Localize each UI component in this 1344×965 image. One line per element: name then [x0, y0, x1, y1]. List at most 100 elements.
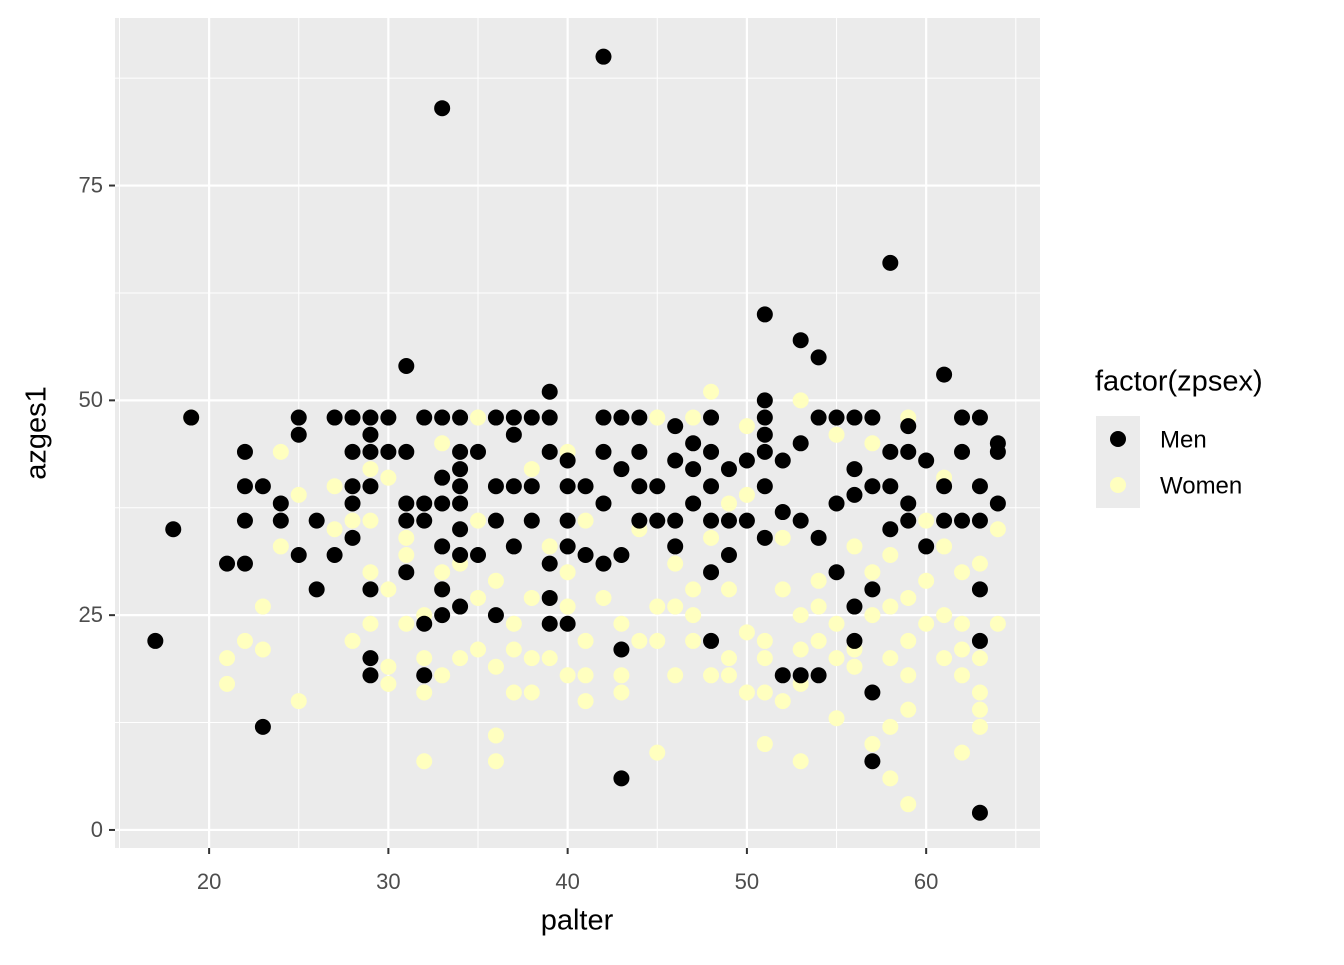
point [362, 564, 379, 581]
point [828, 564, 845, 581]
point [971, 684, 988, 701]
point [595, 495, 612, 512]
legend-marker [1110, 477, 1126, 493]
point [290, 409, 307, 426]
point [219, 675, 236, 692]
point [541, 409, 558, 426]
point [236, 478, 253, 495]
point [362, 512, 379, 529]
point [344, 443, 361, 460]
point [254, 598, 271, 615]
point [487, 572, 504, 589]
point [703, 383, 720, 400]
point [631, 409, 648, 426]
point [559, 512, 576, 529]
point [254, 641, 271, 658]
x-tick-label: 30 [376, 869, 400, 894]
point [577, 512, 594, 529]
axes: 20 30 40 50 60 0 25 50 75 [79, 172, 939, 893]
point [828, 710, 845, 727]
point [954, 512, 971, 529]
point [416, 615, 433, 632]
point [900, 418, 917, 435]
point [487, 658, 504, 675]
point [452, 521, 469, 538]
point [810, 632, 827, 649]
point [487, 512, 504, 529]
point [470, 443, 487, 460]
point [954, 744, 971, 761]
point [720, 581, 737, 598]
point [667, 512, 684, 529]
point [452, 409, 469, 426]
point [416, 667, 433, 684]
point [523, 684, 540, 701]
point [613, 461, 630, 478]
point [864, 581, 881, 598]
point [667, 418, 684, 435]
point [989, 615, 1006, 632]
point [326, 478, 343, 495]
y-tick-label: 50 [79, 387, 103, 412]
point [613, 547, 630, 564]
point [756, 632, 773, 649]
point [219, 650, 236, 667]
point [434, 564, 451, 581]
point [703, 632, 720, 649]
point [792, 641, 809, 658]
point [792, 392, 809, 409]
point [559, 615, 576, 632]
point [541, 538, 558, 555]
point [971, 650, 988, 667]
point [864, 684, 881, 701]
point [541, 383, 558, 400]
point [452, 495, 469, 512]
point [434, 495, 451, 512]
point [398, 529, 415, 546]
point [631, 478, 648, 495]
x-tick-label: 50 [735, 869, 759, 894]
point [846, 658, 863, 675]
point [918, 452, 935, 469]
point [505, 684, 522, 701]
point [434, 100, 451, 117]
point [290, 547, 307, 564]
point [846, 538, 863, 555]
point [613, 409, 630, 426]
point [362, 443, 379, 460]
point [613, 667, 630, 684]
point [936, 650, 953, 667]
point [756, 426, 773, 443]
point [864, 736, 881, 753]
point [362, 667, 379, 684]
point [452, 443, 469, 460]
point [541, 589, 558, 606]
point [720, 667, 737, 684]
legend-marker [1110, 431, 1126, 447]
point [505, 615, 522, 632]
point [828, 615, 845, 632]
point [828, 409, 845, 426]
point [774, 693, 791, 710]
point [523, 409, 540, 426]
point [810, 529, 827, 546]
point [649, 598, 666, 615]
point [971, 512, 988, 529]
point [541, 555, 558, 572]
point [971, 804, 988, 821]
point [434, 469, 451, 486]
point [613, 615, 630, 632]
point [900, 495, 917, 512]
point [810, 349, 827, 366]
point [577, 478, 594, 495]
legend-label: Women [1160, 472, 1242, 499]
point [882, 478, 899, 495]
point [756, 684, 773, 701]
point [595, 589, 612, 606]
point [147, 632, 164, 649]
point [649, 409, 666, 426]
point [667, 452, 684, 469]
point [487, 607, 504, 624]
point [523, 589, 540, 606]
